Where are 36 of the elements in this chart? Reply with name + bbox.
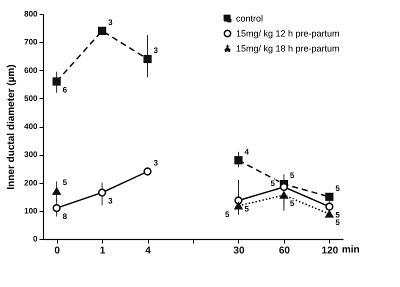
annotation: 4 <box>244 147 250 156</box>
annotation: 5 <box>225 210 230 219</box>
x-tick-label: 60 <box>278 246 290 256</box>
y-tick-label: 800 <box>24 10 38 18</box>
y-tick-label: 400 <box>24 122 38 131</box>
legend-label: 15mg/ kg 12 h pre-partum <box>236 28 340 38</box>
x-axis-title: min <box>342 244 360 256</box>
annotation: 5 <box>335 218 340 227</box>
annotation: 5 <box>62 178 68 188</box>
legend-label: control <box>236 14 264 24</box>
y-tick-label: 0 <box>33 234 38 244</box>
y-axis-title: Inner ductal diameter (µm) <box>6 64 18 190</box>
y-tick-label: 700 <box>24 38 38 47</box>
annotation: 5 <box>290 171 295 180</box>
legend-label: 15mg/ kg 18 h pre-partum <box>236 44 340 54</box>
annotation: 5 <box>335 210 340 220</box>
annotation: 6 <box>62 86 68 94</box>
annotation: 3 <box>108 18 114 27</box>
x-tick-label: 4 <box>145 246 152 256</box>
annotation: 5 <box>270 178 276 188</box>
annotation: 5 <box>244 204 250 214</box>
annotation: 3 <box>154 158 159 168</box>
annotation: 3 <box>108 196 114 206</box>
annotation: 5 <box>290 199 295 208</box>
x-tick-label: 0 <box>54 246 60 256</box>
x-tick-label: 30 <box>233 246 245 256</box>
y-tick-label: 500 <box>24 94 38 103</box>
y-tick-label: 200 <box>24 178 38 188</box>
x-tick-label: 1 <box>100 246 106 256</box>
y-tick-label: 300 <box>24 150 38 160</box>
annotation: 5 <box>335 184 340 193</box>
annotation: 8 <box>62 212 68 222</box>
x-tick-label: 120 <box>322 246 339 256</box>
annotation: 3 <box>154 46 159 55</box>
y-tick-label: 600 <box>24 66 38 75</box>
y-tick-label: 100 <box>24 206 38 216</box>
